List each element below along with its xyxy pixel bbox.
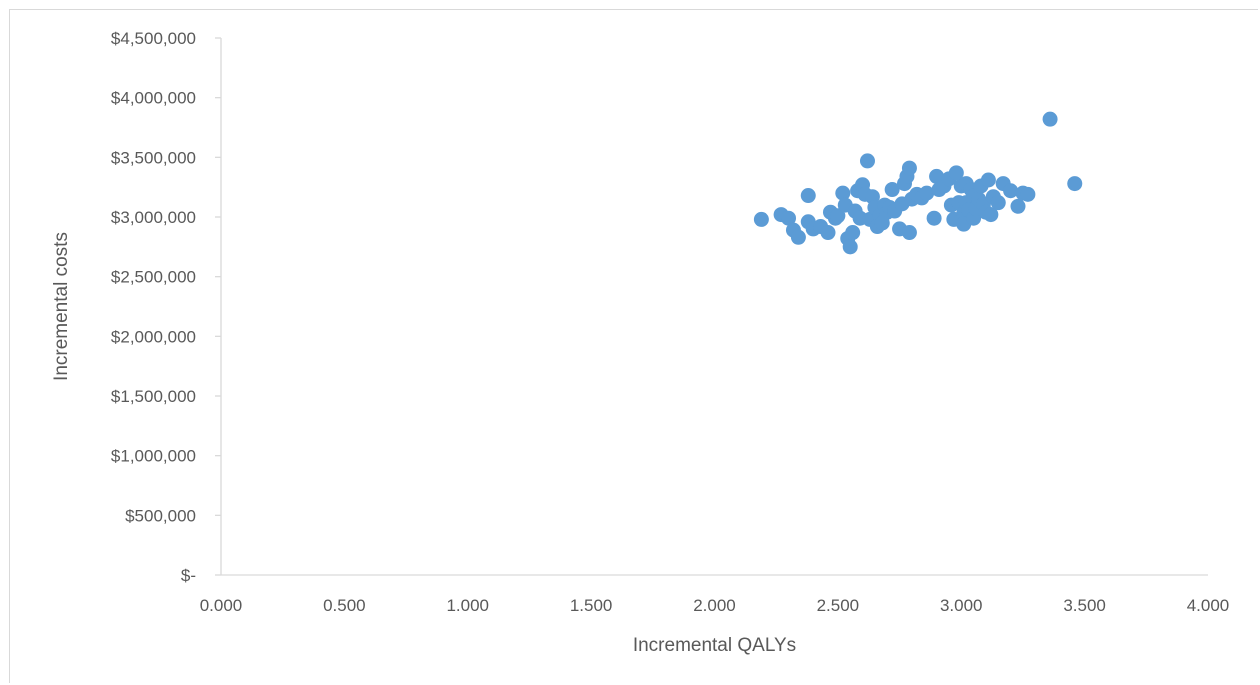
y-tick-label: $4,000,000 [111,89,196,108]
data-point [926,210,942,226]
data-point [859,153,875,169]
data-point [830,208,846,224]
x-tick-label: 2.000 [693,596,736,615]
data-point [835,185,851,201]
y-tick-label: $4,500,000 [111,29,196,48]
y-tick-label: $1,000,000 [111,447,196,466]
data-point [753,211,769,227]
data-point [901,160,917,176]
data-point [983,207,999,223]
data-point [901,225,917,241]
data-point [1020,186,1036,202]
y-axis-tick-marks [215,37,221,576]
data-point [980,172,996,188]
data-point [800,188,816,204]
x-tick-label: 4.000 [1187,596,1230,615]
data-point [790,229,806,245]
x-tick-label: 1.500 [570,596,613,615]
data-point [845,225,861,241]
x-tick-label: 0.500 [323,596,366,615]
data-point [1067,176,1083,192]
data-point [919,185,935,201]
data-point [842,239,858,255]
x-tick-label: 1.000 [446,596,489,615]
data-point [781,210,797,226]
y-axis-title: Incremental costs [51,232,72,381]
x-tick-label: 3.000 [940,596,983,615]
x-tick-label: 2.500 [817,596,860,615]
y-tick-label: $3,000,000 [111,208,196,227]
data-point [1010,198,1026,214]
data-point [1003,183,1019,199]
x-tick-label: 0.000 [200,596,243,615]
x-axis-tick-labels: 0.000 0.500 1.000 1.500 2.000 2.500 3.000 3.500… [200,596,1230,615]
y-axis-tick-labels: $- $500,000 $1,000,000 $1,500,000 $2,000,000… [111,29,196,585]
x-axis-title: Incremental QALYs [633,635,796,656]
data-points [753,111,1083,255]
y-tick-label: $1,500,000 [111,387,196,406]
data-point [990,195,1006,211]
data-point [1042,111,1058,127]
y-tick-label: $500,000 [125,506,196,525]
y-tick-label: $3,500,000 [111,148,196,167]
y-tick-label: $- [181,566,196,585]
y-tick-label: $2,000,000 [111,327,196,346]
data-point [820,225,836,241]
data-point [884,182,900,198]
y-tick-label: $2,500,000 [111,268,196,287]
x-tick-label: 3.500 [1063,596,1106,615]
data-point [948,165,964,181]
